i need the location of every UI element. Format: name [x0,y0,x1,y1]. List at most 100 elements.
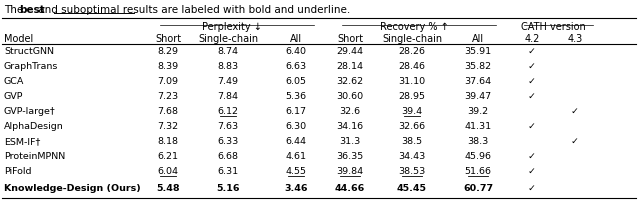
Text: ProteinMPNN: ProteinMPNN [4,152,65,161]
Text: ✓: ✓ [571,107,579,116]
Text: 38.53: 38.53 [398,167,426,176]
Point [402,113,410,116]
Text: CATH version: CATH version [521,22,586,32]
Text: The: The [4,5,26,15]
Text: All: All [472,34,484,44]
Point [118,34,125,37]
Text: 28.14: 28.14 [337,62,364,71]
Text: 31.10: 31.10 [399,77,426,86]
Text: 39.2: 39.2 [467,107,488,116]
Text: 6.21: 6.21 [157,152,179,161]
Text: ✓: ✓ [571,137,579,146]
Text: 28.26: 28.26 [399,47,426,56]
Text: Model: Model [4,34,33,44]
Text: 60.77: 60.77 [463,184,493,193]
Text: 51.66: 51.66 [465,167,492,176]
Point [200,159,208,162]
Text: 41.31: 41.31 [465,122,492,131]
Text: 4.2: 4.2 [524,34,540,44]
Text: 6.05: 6.05 [285,77,307,86]
Point [461,43,468,46]
Text: 8.39: 8.39 [157,62,179,71]
Point [403,159,411,162]
Text: 45.96: 45.96 [465,152,492,161]
Text: 30.60: 30.60 [337,92,364,101]
Point [454,159,462,162]
Text: 5.48: 5.48 [156,184,180,193]
Text: 7.09: 7.09 [157,77,179,86]
Text: 37.64: 37.64 [465,77,492,86]
Text: 6.12: 6.12 [218,107,239,116]
Text: 44.66: 44.66 [335,184,365,193]
Text: 7.68: 7.68 [157,107,179,116]
Point [312,159,319,162]
Text: best: best [19,5,45,15]
Text: 5.36: 5.36 [285,92,307,101]
Text: 8.74: 8.74 [218,47,239,56]
Text: 6.68: 6.68 [218,152,239,161]
Text: 6.44: 6.44 [285,137,307,146]
Text: 6.04: 6.04 [157,167,179,176]
Text: GCA: GCA [4,77,24,86]
Text: All: All [290,34,302,44]
Point [212,159,220,162]
Text: 3.46: 3.46 [284,184,308,193]
Point [319,43,327,46]
Text: 6.63: 6.63 [285,62,307,71]
Text: 38.3: 38.3 [467,137,488,146]
Text: 4.3: 4.3 [568,34,582,44]
Point [439,159,447,162]
Text: 45.45: 45.45 [397,184,427,193]
Text: Single-chain: Single-chain [198,34,258,44]
Text: ESM-IF†: ESM-IF† [4,137,40,146]
Text: Knowledge-Design (Ours): Knowledge-Design (Ours) [4,184,141,193]
Text: 8.18: 8.18 [157,137,179,146]
Point [246,113,254,116]
Text: 32.6: 32.6 [339,107,360,116]
Text: 6.31: 6.31 [218,167,239,176]
Point [180,34,188,37]
Text: 7.63: 7.63 [218,122,239,131]
Point [200,43,208,46]
Text: ✓: ✓ [528,62,536,71]
Point [388,159,396,162]
Text: 4.55: 4.55 [285,167,307,176]
Text: 6.17: 6.17 [285,107,307,116]
Text: 28.46: 28.46 [399,62,426,71]
Text: 34.43: 34.43 [398,152,426,161]
Point [389,113,397,116]
Text: PiFold: PiFold [4,167,31,176]
Text: GVP-large†: GVP-large† [4,107,56,116]
Text: 36.35: 36.35 [337,152,364,161]
Text: 7.84: 7.84 [218,92,239,101]
Point [536,43,543,46]
Text: 6.33: 6.33 [218,137,239,146]
Text: 34.16: 34.16 [337,122,364,131]
Text: AlphaDesign: AlphaDesign [4,122,64,131]
Text: 7.23: 7.23 [157,92,179,101]
Text: 6.40: 6.40 [285,47,307,56]
Point [259,113,267,116]
Text: 32.62: 32.62 [337,77,364,86]
Text: 39.47: 39.47 [465,92,492,101]
Text: and suboptimal results are labeled with bold and underline.: and suboptimal results are labeled with … [35,5,350,15]
Text: ✓: ✓ [528,152,536,161]
Text: GraphTrans: GraphTrans [4,62,58,71]
Text: ✓: ✓ [528,167,536,176]
Text: 28.95: 28.95 [399,92,426,101]
Text: GVP: GVP [4,92,24,101]
Text: ✓: ✓ [528,184,536,193]
Point [483,43,490,46]
Text: 31.3: 31.3 [339,137,360,146]
Text: 32.66: 32.66 [399,122,426,131]
Point [341,43,349,46]
Text: 6.30: 6.30 [285,122,307,131]
Text: ✓: ✓ [528,122,536,131]
Text: StructGNN: StructGNN [4,47,54,56]
Text: 8.29: 8.29 [157,47,179,56]
Text: Single-chain: Single-chain [382,34,442,44]
Text: 35.82: 35.82 [465,62,492,71]
Text: 4.61: 4.61 [285,152,307,161]
Text: ✓: ✓ [528,92,536,101]
Text: Recovery % ↑: Recovery % ↑ [380,22,449,32]
